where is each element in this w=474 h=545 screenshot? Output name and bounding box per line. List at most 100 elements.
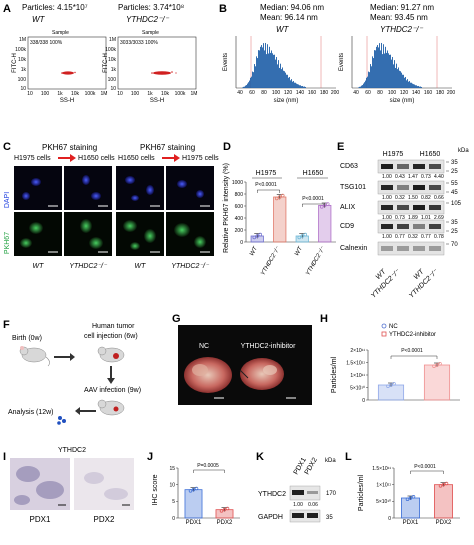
- blot-band: [307, 513, 318, 518]
- analysis-label: Analysis (12w): [8, 409, 54, 416]
- data-point: [392, 382, 396, 386]
- kda-marker: 35: [326, 515, 333, 521]
- blot-band: [429, 205, 441, 210]
- blot-strip: [377, 219, 445, 234]
- x-tick-label: YTHDC2⁻/⁻: [305, 245, 327, 276]
- y-tick-label: 0: [362, 398, 365, 404]
- y-tick-label: 0: [388, 516, 391, 522]
- panel-b: B Median: 94.06 nm Mean: 96.14 nm WT 40 …: [219, 3, 455, 104]
- left-to: H1650 cells: [78, 155, 115, 162]
- y-tick: 1k: [111, 67, 117, 73]
- bar: [434, 484, 453, 519]
- panel-l: L Particles/ml 0 5×10¹⁰ 1×10¹¹ 1.5×10¹¹ PDX1…: [345, 451, 460, 526]
- x-tick: 80: [261, 90, 267, 96]
- y-tick-label: 1×10¹¹: [350, 373, 365, 379]
- data-point: [386, 384, 390, 388]
- blot-band: [397, 246, 409, 251]
- panel-d: D Relative PKH67 intensity (%) H1975 H16…: [223, 141, 336, 277]
- col-label-wt: WT: [135, 263, 147, 270]
- histogram-bar: [275, 59, 276, 88]
- x-axis-label: SS-H: [60, 98, 74, 104]
- y-tick-label: 5×10¹⁰: [350, 385, 365, 391]
- data-point: [255, 234, 260, 238]
- blot-band: [397, 164, 409, 169]
- y-tick-label: 1×10¹¹: [376, 482, 391, 488]
- kda-label: kDa: [458, 148, 469, 154]
- col-label-wt: WT: [33, 263, 45, 270]
- histogram-bar: [278, 60, 279, 88]
- histogram-bar: [404, 77, 405, 88]
- panel-i-letter: I: [3, 451, 6, 463]
- histogram-bar: [406, 80, 407, 88]
- x-tick: 200: [331, 90, 340, 96]
- histogram-bar: [269, 46, 270, 88]
- kda-marker: 25: [451, 169, 458, 175]
- histogram-bar: [246, 85, 247, 88]
- histogram-bar: [363, 83, 364, 88]
- panel-i: I YTHDC2 PDX1 PDX2: [3, 447, 134, 524]
- blot-strip: [377, 180, 445, 195]
- x-tick-label: PDX1: [186, 520, 202, 526]
- y-tick-label: 0: [240, 240, 243, 246]
- histogram-bar: [271, 50, 272, 88]
- histogram-bar: [360, 86, 361, 88]
- legend-marker: [381, 323, 387, 329]
- blot-band: [381, 164, 393, 169]
- histogram-bar: [293, 81, 294, 88]
- histogram-bar: [366, 77, 367, 88]
- histogram-bar: [304, 86, 305, 88]
- x-tick-labels: 40 60 80 100 120 140 160 180 200: [353, 90, 455, 96]
- micrograph: [14, 212, 62, 256]
- panel-a: A Particles: 4.15*10⁷ WT Sample 338/338 …: [3, 3, 197, 104]
- histogram-bar: [299, 85, 300, 88]
- data-point: [188, 489, 193, 493]
- birth-label: Birth (0w): [12, 335, 42, 342]
- blot-band: [413, 246, 425, 251]
- band-value: 1.01: [421, 215, 431, 221]
- histogram-bar: [273, 54, 274, 88]
- panel-b-letter: B: [219, 3, 227, 15]
- blot-band: [429, 164, 441, 169]
- median-label: Median: 91.27 nm: [370, 3, 434, 12]
- histogram-bar: [295, 82, 296, 88]
- histogram-bar: [251, 76, 252, 88]
- histogram-bar: [384, 53, 385, 88]
- flow-plot-wt: Particles: 4.15*10⁷ WT Sample 338/338 10…: [12, 3, 107, 104]
- band-value: 0.32: [408, 234, 418, 240]
- bar-chart-l: 0 5×10¹⁰ 1×10¹¹ 1.5×10¹¹ PDX1 PDX2: [372, 466, 460, 526]
- data-point: [275, 196, 279, 201]
- arrow-icon: [54, 353, 75, 361]
- histogram-bar: [262, 47, 263, 88]
- histogram-bar: [359, 86, 360, 88]
- band-value: 0.73: [395, 215, 405, 221]
- significance-bracket: [410, 470, 444, 474]
- histogram-bar: [379, 43, 380, 88]
- band-name: TSG101: [340, 184, 366, 191]
- histogram-bar: [421, 86, 422, 88]
- gate-label: 3033/3033 100%: [120, 40, 158, 46]
- histogram-bar: [283, 70, 284, 88]
- histogram-bar: [377, 45, 378, 88]
- micrograph: [166, 166, 214, 210]
- x-tick: 100: [272, 90, 281, 96]
- micrograph: [64, 166, 112, 210]
- histogram-bar: [282, 67, 283, 88]
- label-pdx2: PDX2: [94, 515, 115, 524]
- histogram-bar: [408, 81, 409, 88]
- blot-band: [429, 246, 441, 251]
- panel-c: C PKH67 staining H1975 cells H1650 cells…: [3, 141, 219, 270]
- data-point: [320, 205, 324, 209]
- right-title: PKH67 staining: [140, 143, 195, 152]
- histogram-bar: [249, 80, 250, 88]
- x-tick: 100: [388, 90, 397, 96]
- x-tick: 10k: [161, 91, 170, 97]
- x-tick: 1k: [57, 91, 63, 97]
- x-tick-label: WT: [294, 245, 305, 257]
- histogram-bar: [382, 54, 383, 88]
- histogram-bar: [270, 52, 271, 88]
- x-axis-label: size (nm): [274, 98, 299, 104]
- x-tick: 120: [284, 90, 293, 96]
- histogram-bar: [279, 67, 280, 88]
- histogram-bar: [397, 69, 398, 88]
